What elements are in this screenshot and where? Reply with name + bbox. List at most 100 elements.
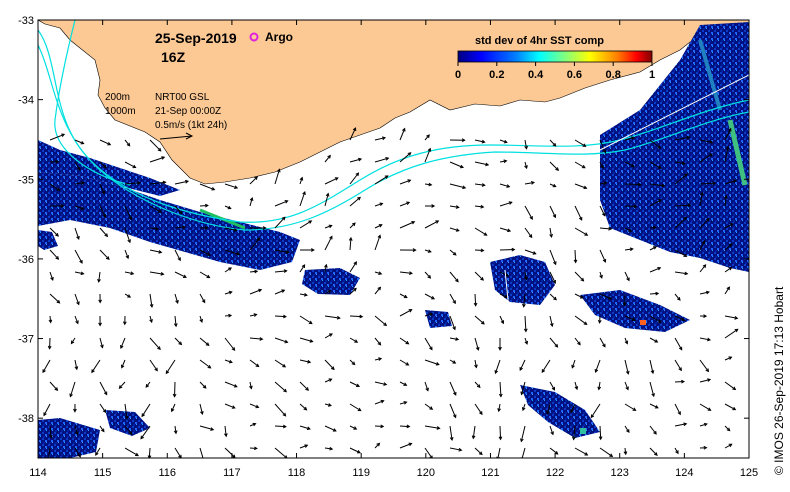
current-arrow-head xyxy=(301,264,306,269)
current-arrow xyxy=(199,271,210,279)
current-arrow xyxy=(724,146,729,163)
current-arrow xyxy=(199,359,211,369)
current-arrow-head xyxy=(178,210,183,215)
current-arrow-head xyxy=(583,321,588,326)
current-arrow xyxy=(599,139,606,153)
current-arrow xyxy=(274,249,289,253)
current-arrow-head xyxy=(127,294,132,298)
current-arrow xyxy=(674,423,687,427)
current-arrow xyxy=(224,447,236,458)
current-arrow xyxy=(374,286,381,295)
current-arrow-head xyxy=(48,434,53,439)
current-arrow-head xyxy=(98,299,102,304)
current-arrow xyxy=(599,425,602,440)
current-arrow xyxy=(724,328,738,339)
current-arrow xyxy=(69,381,76,397)
current-arrow xyxy=(249,359,259,367)
current-arrow-head xyxy=(429,312,434,317)
data-patch-shelf-west xyxy=(38,172,300,270)
current-arrow-head xyxy=(480,320,485,325)
current-arrow-head xyxy=(724,194,728,199)
current-arrow xyxy=(549,139,557,147)
y-tick-label: -37 xyxy=(18,334,34,346)
current-arrow-head xyxy=(686,135,691,140)
current-arrow-head xyxy=(210,427,215,431)
current-arrow xyxy=(374,202,383,207)
current-arrow xyxy=(42,359,51,373)
current-arrow-head xyxy=(500,320,505,325)
current-arrow-head xyxy=(80,181,85,185)
current-arrow-head xyxy=(637,182,642,187)
y-tick-label: -38 xyxy=(18,413,34,425)
current-arrow-head xyxy=(55,159,60,164)
current-arrow-head xyxy=(377,234,382,239)
current-arrow-head xyxy=(60,204,65,208)
current-arrow xyxy=(74,205,84,210)
current-arrow-head xyxy=(552,142,557,147)
current-arrow-head xyxy=(324,263,328,268)
current-arrow xyxy=(699,379,711,383)
current-arrow xyxy=(699,192,703,207)
current-arrow xyxy=(649,246,657,251)
current-arrow xyxy=(199,204,208,207)
current-arrow xyxy=(474,315,485,325)
current-arrow-head xyxy=(281,216,286,221)
current-arrow-head xyxy=(435,220,440,224)
current-arrow xyxy=(98,271,101,282)
data-patch-mid-1 xyxy=(490,255,555,305)
current-arrow-head xyxy=(583,185,588,190)
current-arrow xyxy=(274,216,286,229)
current-arrow-head xyxy=(532,251,537,255)
current-arrow-head xyxy=(407,152,412,156)
current-arrow xyxy=(599,205,606,216)
current-arrow xyxy=(399,221,415,229)
current-arrow-head xyxy=(498,393,503,398)
current-arrow-head xyxy=(158,209,163,213)
current-arrow xyxy=(524,315,527,332)
current-arrow xyxy=(399,293,408,299)
current-arrow xyxy=(574,205,583,221)
current-arrow-head xyxy=(707,378,712,382)
current-arrow-head xyxy=(305,387,310,391)
current-arrow-head xyxy=(283,314,287,319)
current-arrow-head xyxy=(528,234,533,239)
current-arrow-head xyxy=(734,328,739,333)
data-patch-south-2 xyxy=(105,410,150,436)
current-arrow-head xyxy=(705,217,710,222)
current-arrow xyxy=(374,358,382,361)
current-arrow-head xyxy=(732,406,737,411)
current-arrow xyxy=(624,381,629,390)
current-arrow-head xyxy=(56,187,61,192)
x-tick-label: 121 xyxy=(481,467,499,479)
current-arrow xyxy=(47,447,51,458)
current-arrow-head xyxy=(653,246,657,250)
current-arrow-head xyxy=(546,410,550,415)
current-arrow xyxy=(374,315,387,326)
current-arrow-head xyxy=(149,319,153,324)
current-arrow xyxy=(74,227,80,240)
current-arrow-head xyxy=(356,383,361,388)
current-arrow-head xyxy=(452,300,456,305)
current-arrow xyxy=(699,423,708,427)
current-arrow-head xyxy=(55,232,59,237)
current-arrow xyxy=(349,127,356,141)
current-arrow-head xyxy=(478,451,483,456)
current-arrow xyxy=(649,447,658,456)
current-arrow-head xyxy=(406,424,411,429)
current-arrow-head xyxy=(520,438,524,443)
current-arrow-head xyxy=(351,222,356,227)
current-arrow-head xyxy=(655,291,660,296)
current-arrow xyxy=(699,291,710,295)
current-arrow xyxy=(49,227,59,237)
current-arrow xyxy=(590,403,601,418)
current-arrow-head xyxy=(594,368,599,373)
current-arrow-head xyxy=(429,406,434,410)
current-arrow-head xyxy=(581,164,586,169)
current-arrow xyxy=(99,161,107,169)
current-arrow-head xyxy=(549,233,553,238)
current-arrow-head xyxy=(455,205,460,209)
current-arrow-head xyxy=(530,181,535,185)
current-arrow xyxy=(124,182,141,185)
current-arrow xyxy=(699,264,707,273)
current-arrow-head xyxy=(202,460,205,463)
